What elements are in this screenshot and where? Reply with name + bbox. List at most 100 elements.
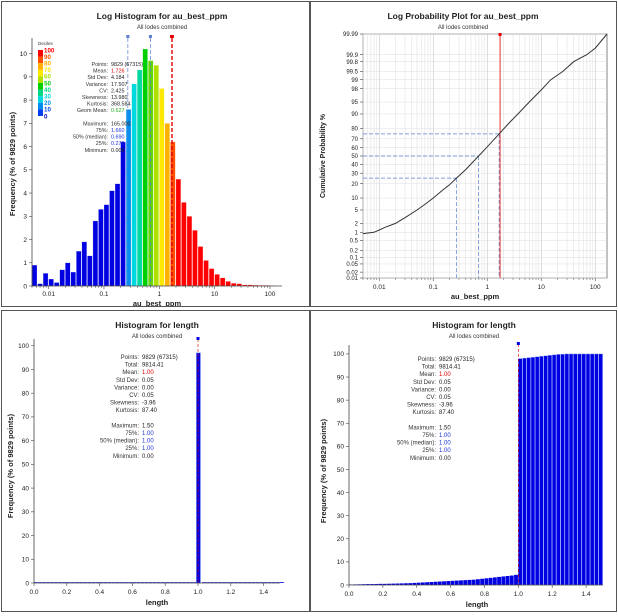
y-tick-label: 99.9 — [346, 53, 358, 59]
stat-label: Total: — [125, 363, 140, 369]
y-tick-label: 100 — [18, 343, 29, 350]
y-tick-label: 60 — [22, 438, 30, 445]
stat-value: 1.00 — [439, 441, 451, 447]
histogram-bar — [154, 65, 159, 286]
histogram-bar — [93, 221, 98, 286]
legend-swatch — [38, 90, 43, 97]
histogram-bar — [54, 283, 59, 286]
cumulative-bar — [565, 354, 569, 585]
cumulative-bar — [484, 578, 488, 585]
quantile-marker-cap — [171, 35, 174, 38]
stat-label: Points: — [418, 357, 437, 363]
peak-histogram-bar — [196, 353, 200, 583]
y-tick-label: 1 — [23, 260, 27, 267]
stat-label: Variance: — [114, 385, 139, 391]
stat-label: 50% (median): — [100, 439, 139, 445]
cumulative-bar — [442, 581, 446, 585]
histogram-bar — [60, 270, 65, 286]
y-tick-label: 100 — [333, 351, 344, 358]
chart-subtitle: All lodes combined — [132, 334, 182, 340]
y-tick-label: 80 — [337, 397, 345, 404]
legend-swatch — [38, 83, 43, 90]
stat-label: Std Dev: — [116, 378, 139, 384]
legend-swatch — [38, 76, 43, 83]
y-tick-label: 0 — [340, 582, 344, 589]
stat-value: 0.00 — [439, 456, 451, 462]
cumulative-bar — [569, 354, 573, 585]
legend-swatch — [38, 70, 43, 77]
y-tick-label: 80 — [351, 127, 358, 133]
cumulative-bar — [425, 582, 429, 585]
histogram-bar — [204, 260, 209, 286]
x-tick-label: 0.0 — [344, 591, 353, 598]
histogram-bar — [280, 582, 284, 583]
stat-label: Maximum: — [111, 423, 139, 429]
histogram-bar — [49, 279, 54, 286]
x-tick-label: 0.8 — [480, 591, 489, 598]
legend-swatch — [38, 109, 43, 116]
histogram-bar — [71, 272, 76, 286]
histogram-bar — [198, 246, 203, 286]
stat-label: Mean: — [122, 370, 139, 376]
y-tick-label: 60 — [351, 146, 358, 152]
y-tick-label: 0 — [25, 580, 29, 587]
legend-swatch — [38, 63, 43, 70]
stat-label: Minimum: — [410, 456, 436, 462]
cumulative-bar — [506, 576, 510, 585]
y-tick-label: 20 — [351, 182, 358, 188]
stat-label: Maximum: — [408, 425, 436, 431]
x-tick-label: 1 — [157, 291, 161, 298]
cumulative-bar — [599, 354, 603, 585]
y-tick-label: 98 — [351, 87, 358, 93]
x-tick-label: 1.0 — [193, 589, 202, 596]
y-tick-label: 10 — [337, 559, 345, 566]
y-tick-label: 0.01 — [346, 276, 358, 282]
cumulative-bar — [582, 354, 586, 585]
x-tick-label: 0.6 — [128, 589, 137, 596]
y-tick-label: 99 — [351, 78, 358, 84]
stat-value: 1.00 — [142, 370, 154, 376]
cumulative-bar — [535, 357, 539, 585]
x-axis-label: length — [146, 598, 169, 607]
cumulative-bar — [463, 580, 467, 585]
histogram-bar — [104, 205, 109, 286]
chart-title: Histogram for length — [432, 320, 516, 330]
histogram-bar — [165, 123, 170, 286]
y-tick-label: 2 — [23, 237, 27, 244]
histogram-bar — [143, 49, 148, 286]
y-tick-label: 5 — [23, 167, 27, 174]
stat-value: 9829 (67315) — [111, 62, 143, 68]
x-axis-label: length — [466, 600, 489, 609]
y-axis-label: Frequency (% of 9829 points) — [8, 111, 17, 216]
stat-value: 9814.41 — [439, 365, 461, 371]
stat-value: 17.507 — [111, 82, 128, 88]
histogram-bar — [193, 230, 198, 286]
y-tick-label: 0.1 — [350, 256, 359, 262]
histogram-bar — [137, 70, 142, 286]
y-axis-label: Cumulative Probability % — [320, 113, 327, 198]
histogram-bar — [231, 283, 236, 286]
cumulative-bar — [590, 354, 594, 585]
stat-label: Kurtosis: — [87, 102, 108, 108]
cumulative-bar — [438, 582, 442, 585]
stat-label: 25%: — [422, 448, 436, 454]
y-tick-label: 90 — [22, 367, 30, 374]
histogram-bar — [181, 202, 186, 286]
y-tick-label: 30 — [22, 509, 30, 516]
cumulative-bar — [476, 579, 480, 585]
x-tick-label: 0.6 — [446, 591, 455, 598]
stat-label: CV: — [99, 88, 108, 94]
cumulative-bar — [493, 577, 497, 585]
y-tick-label: 20 — [337, 536, 345, 543]
histogram-bar — [132, 84, 137, 286]
histogram-bar — [115, 184, 120, 286]
y-axis-label: Frequency (% of 9829 points) — [6, 413, 15, 518]
y-tick-label: 0 — [23, 283, 27, 290]
stat-value: 4.184 — [111, 75, 125, 81]
y-tick-label: 50 — [351, 154, 358, 160]
quantile-marker-cap — [149, 35, 152, 38]
cumulative-bar — [489, 578, 493, 585]
histogram-bar — [187, 216, 192, 286]
